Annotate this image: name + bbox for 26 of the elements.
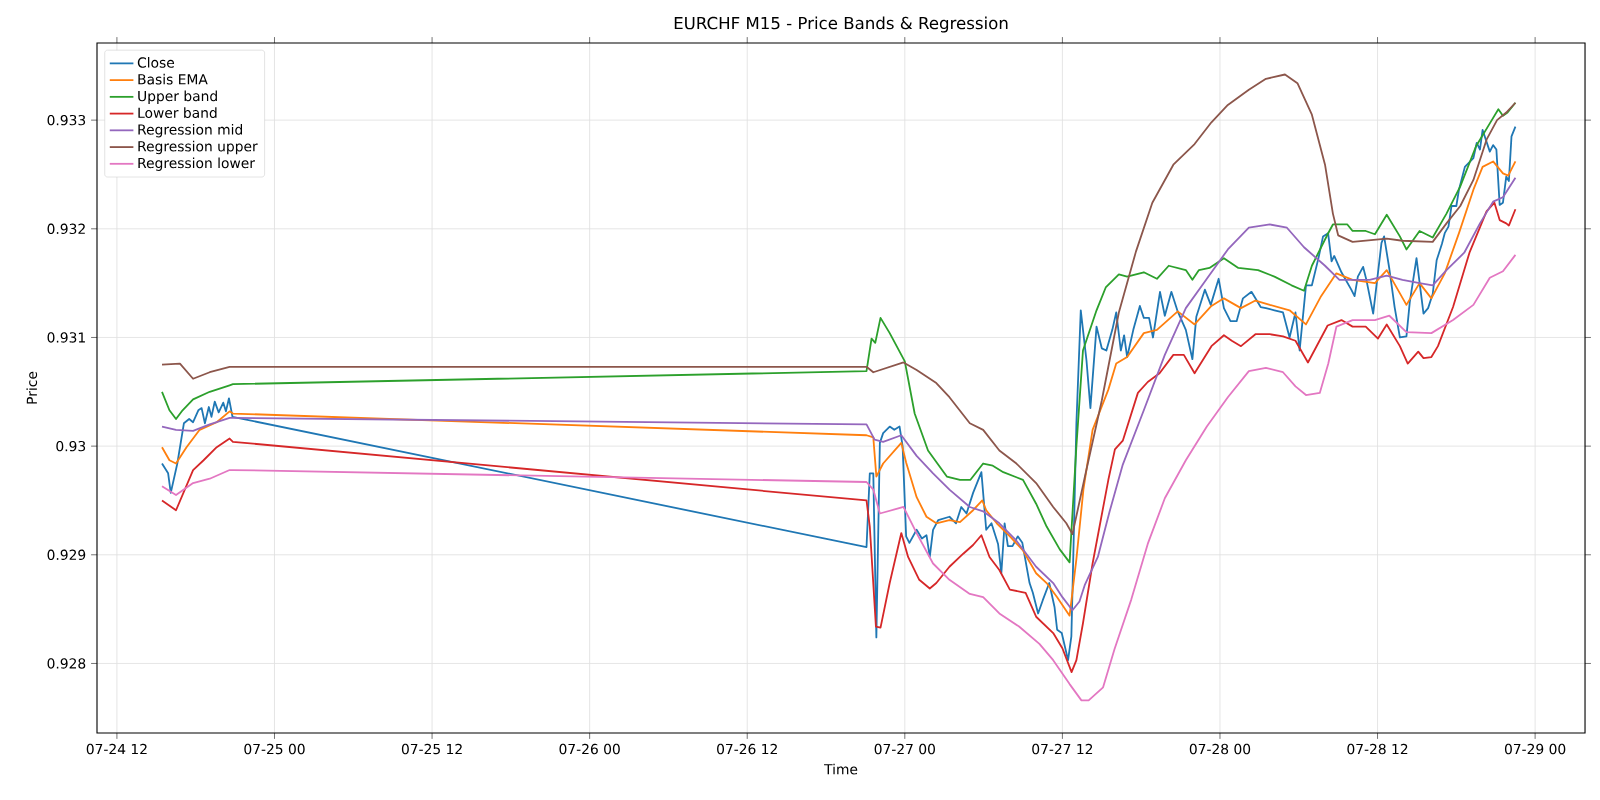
x-tick-label: 07-25 00 <box>244 743 305 755</box>
y-tick-label: 0.928 <box>47 658 86 669</box>
x-tick-label: 07-25 12 <box>401 743 462 755</box>
legend-label: Lower band <box>138 107 217 119</box>
x-axis-title: Time <box>824 763 858 775</box>
x-tick-label: 07-28 00 <box>1189 743 1251 755</box>
y-tick-label: 0.932 <box>47 223 85 235</box>
legend-label: Close <box>137 57 175 68</box>
chart-title: EURCHF M15 - Price Bands & Regression <box>674 16 1008 33</box>
x-tick-label: 07-26 00 <box>559 743 620 755</box>
x-tick-label: 07-28 12 <box>1347 743 1408 755</box>
legend-label: Regression mid <box>138 124 242 138</box>
y-tick-label: 0.93 <box>56 440 86 452</box>
x-tick-label: 07-27 12 <box>1032 743 1093 755</box>
y-tick-label: 0.929 <box>47 549 86 561</box>
y-tick-label: 0.931 <box>47 332 85 343</box>
legend-label: Basis EMA <box>138 73 208 85</box>
x-tick-label: 07-29 00 <box>1504 743 1566 755</box>
legend-label: Upper band <box>138 90 217 104</box>
x-tick-label: 07-24 12 <box>86 743 147 755</box>
y-axis-title: Price <box>26 371 38 404</box>
x-tick-label: 07-26 12 <box>717 743 777 755</box>
x-tick-label: 07-27 00 <box>874 743 935 755</box>
y-tick-label: 0.933 <box>47 114 86 126</box>
legend-label: Regression lower <box>138 157 255 171</box>
legend-label: Regression upper <box>138 140 258 155</box>
